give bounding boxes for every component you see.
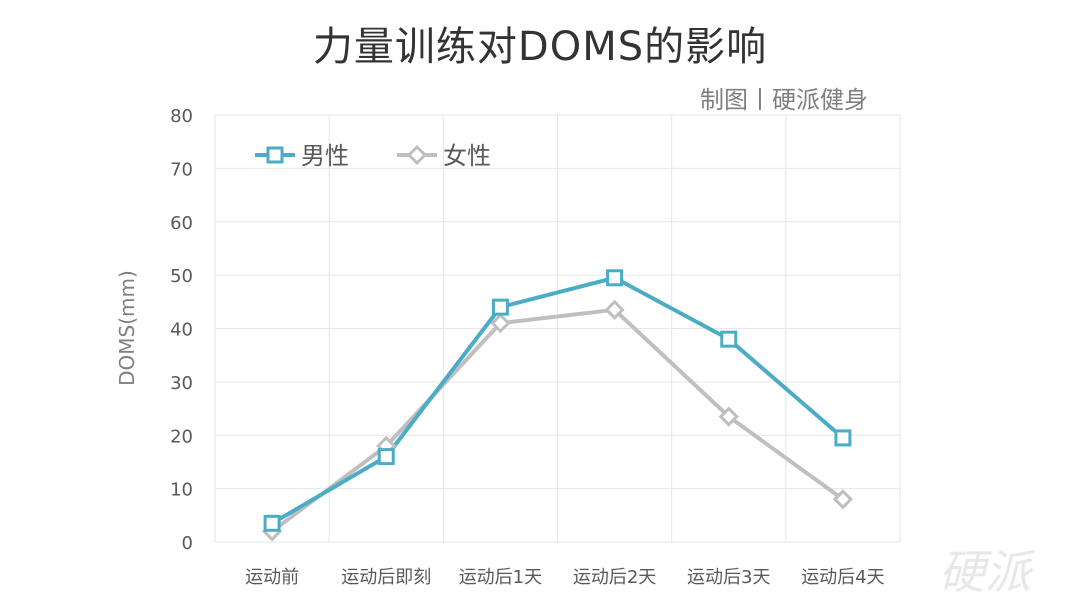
- y-tick-label: 0: [182, 533, 193, 554]
- series-line-male: [271, 275, 845, 526]
- y-tick-label: 70: [170, 159, 193, 180]
- y-tick-label: 40: [170, 320, 193, 341]
- x-tick-label: 运动后即刻: [341, 567, 431, 588]
- y-tick-label: 80: [170, 106, 193, 127]
- x-tick-label: 运动后4天: [801, 567, 884, 588]
- data-point-square: [491, 298, 509, 316]
- axes: 0 10 20 30 40 50 60 70 80 运动前 运动后即刻 运动后1天 运动后2天 运动后3天…: [115, 106, 885, 588]
- x-tick-label: 运动后3天: [687, 567, 770, 588]
- y-tick-label: 50: [170, 266, 193, 287]
- data-point-square: [266, 146, 284, 164]
- x-tick-label: 运动前: [245, 567, 299, 588]
- data-point-diamond: [406, 144, 428, 166]
- y-tick-label: 30: [170, 373, 193, 394]
- legend-label: 女性: [443, 142, 491, 170]
- data-point-diamond: [832, 489, 854, 510]
- series-line-female: [270, 307, 845, 533]
- legend: 男性 女性: [255, 142, 491, 170]
- x-tick-label: 运动后1天: [459, 567, 542, 588]
- watermark-logo-icon: 硬派: [939, 545, 1036, 599]
- x-tick-label: 运动后2天: [573, 567, 656, 588]
- y-tick-label: 10: [170, 480, 193, 501]
- data-point-diamond: [490, 313, 511, 334]
- y-axis-label: DOMS(mm): [115, 270, 139, 386]
- data-point-square: [834, 429, 852, 447]
- chart-title: 力量训练对DOMS的影响: [312, 24, 768, 70]
- data-point-square: [606, 269, 624, 287]
- grid: [214, 114, 901, 543]
- series: [261, 269, 854, 542]
- y-tick-label: 20: [170, 426, 193, 447]
- data-point-square: [720, 330, 738, 348]
- data-point-square: [377, 448, 395, 466]
- y-tick-label: 60: [170, 213, 193, 234]
- data-point-square: [263, 514, 281, 532]
- watermark-text: 硬派: [939, 545, 1036, 599]
- chart-credit: 制图丨硬派健身: [700, 86, 868, 114]
- data-point-diamond: [718, 406, 739, 427]
- legend-label: 男性: [301, 142, 349, 170]
- data-point-diamond: [604, 299, 625, 320]
